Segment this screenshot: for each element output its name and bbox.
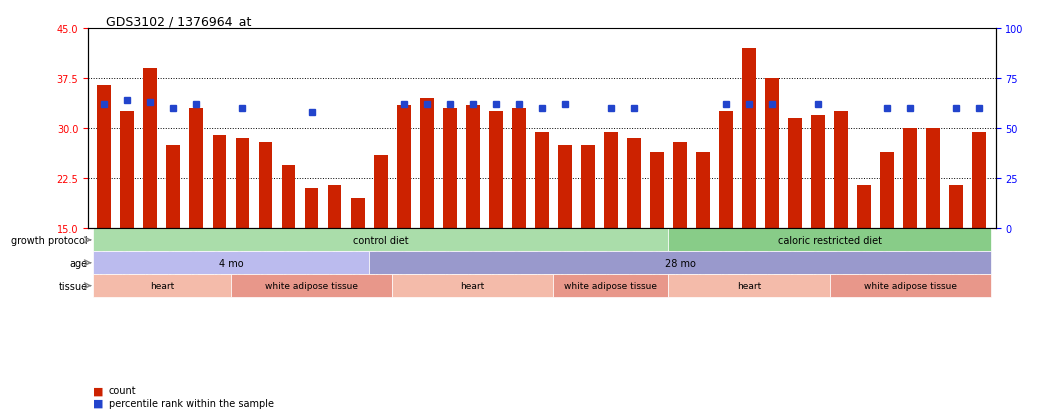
Bar [466, 106, 480, 229]
Text: white adipose tissue: white adipose tissue [564, 281, 657, 290]
Text: tissue: tissue [58, 281, 88, 291]
Text: percentile rank within the sample: percentile rank within the sample [109, 398, 274, 408]
FancyBboxPatch shape [92, 229, 669, 252]
Bar [650, 152, 664, 229]
Bar [581, 145, 595, 229]
Text: GDS3102 / 1376964_at: GDS3102 / 1376964_at [107, 15, 252, 28]
Bar [696, 152, 710, 229]
Bar [673, 142, 686, 229]
FancyBboxPatch shape [669, 275, 830, 297]
Bar [235, 139, 249, 229]
Text: caloric restricted diet: caloric restricted diet [778, 235, 881, 245]
Bar [950, 185, 963, 229]
Bar [282, 166, 296, 229]
Bar [788, 119, 802, 229]
Bar [835, 112, 848, 229]
Bar [535, 132, 549, 229]
Bar [397, 106, 411, 229]
FancyBboxPatch shape [830, 275, 991, 297]
Text: age: age [69, 258, 88, 268]
Text: heart: heart [460, 281, 485, 290]
Bar [512, 109, 526, 229]
Text: white adipose tissue: white adipose tissue [864, 281, 957, 290]
Bar [880, 152, 894, 229]
Text: 28 mo: 28 mo [665, 258, 696, 268]
FancyBboxPatch shape [231, 275, 392, 297]
FancyBboxPatch shape [92, 252, 369, 275]
Bar [328, 185, 341, 229]
FancyBboxPatch shape [369, 252, 991, 275]
Text: ■: ■ [93, 398, 104, 408]
Bar [190, 109, 203, 229]
Bar [558, 145, 571, 229]
Bar [351, 199, 364, 229]
Bar [97, 85, 111, 229]
Bar [213, 135, 226, 229]
Bar [811, 116, 825, 229]
Bar [373, 156, 388, 229]
FancyBboxPatch shape [92, 275, 231, 297]
Bar [420, 99, 433, 229]
Bar [167, 145, 180, 229]
Bar [765, 79, 779, 229]
Text: count: count [109, 385, 137, 395]
Bar [120, 112, 134, 229]
FancyBboxPatch shape [669, 229, 991, 252]
Bar [143, 69, 158, 229]
Text: heart: heart [149, 281, 174, 290]
Bar [858, 185, 871, 229]
Bar [903, 129, 917, 229]
FancyBboxPatch shape [392, 275, 554, 297]
Bar [258, 142, 273, 229]
FancyBboxPatch shape [554, 275, 669, 297]
Text: white adipose tissue: white adipose tissue [265, 281, 358, 290]
Bar [305, 189, 318, 229]
Bar [488, 112, 503, 229]
Text: ■: ■ [93, 385, 104, 395]
Bar [720, 112, 733, 229]
Text: growth protocol: growth protocol [11, 235, 88, 245]
Text: 4 mo: 4 mo [219, 258, 244, 268]
Text: heart: heart [737, 281, 761, 290]
Bar [926, 129, 941, 229]
Bar [742, 49, 756, 229]
Bar [973, 132, 986, 229]
Text: control diet: control diet [353, 235, 409, 245]
Bar [443, 109, 456, 229]
Bar [627, 139, 641, 229]
Bar [604, 132, 618, 229]
